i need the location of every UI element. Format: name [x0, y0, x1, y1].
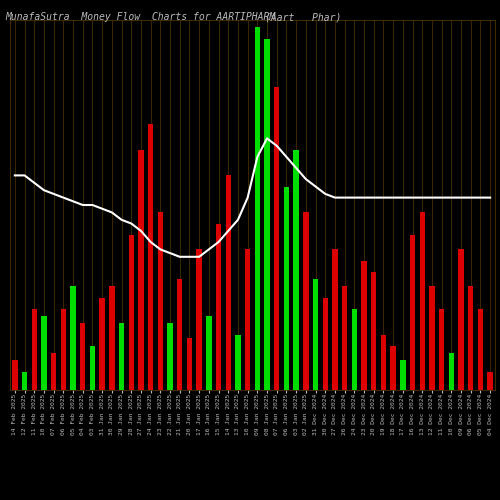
Bar	[448, 353, 454, 390]
Bar	[400, 360, 406, 390]
Bar	[332, 250, 338, 390]
Bar	[303, 212, 308, 390]
Text: MunafaSutra  Money Flow  Charts for AARTIPHARM: MunafaSutra Money Flow Charts for AARTIP…	[5, 12, 275, 22]
Bar	[177, 279, 182, 390]
Bar	[168, 324, 172, 390]
Bar	[342, 286, 347, 390]
Bar	[187, 338, 192, 390]
Bar	[216, 224, 221, 390]
Bar	[322, 298, 328, 390]
Bar	[70, 286, 76, 390]
Bar	[410, 234, 415, 390]
Bar	[128, 234, 134, 390]
Bar	[439, 308, 444, 390]
Text: (Aart   Phar): (Aart Phar)	[265, 12, 342, 22]
Bar	[371, 272, 376, 390]
Bar	[109, 286, 114, 390]
Bar	[158, 212, 163, 390]
Bar	[42, 316, 46, 390]
Bar	[245, 250, 250, 390]
Bar	[100, 298, 105, 390]
Bar	[119, 324, 124, 390]
Bar	[90, 346, 95, 390]
Bar	[206, 316, 212, 390]
Bar	[138, 150, 143, 390]
Bar	[254, 28, 260, 390]
Bar	[468, 286, 473, 390]
Bar	[12, 360, 18, 390]
Bar	[294, 150, 299, 390]
Bar	[284, 186, 289, 390]
Bar	[420, 212, 425, 390]
Bar	[488, 372, 493, 390]
Bar	[313, 279, 318, 390]
Bar	[148, 124, 154, 390]
Bar	[381, 334, 386, 390]
Bar	[80, 324, 86, 390]
Bar	[196, 250, 202, 390]
Bar	[32, 308, 37, 390]
Bar	[226, 176, 231, 390]
Bar	[362, 260, 366, 390]
Bar	[236, 334, 240, 390]
Bar	[22, 372, 27, 390]
Bar	[458, 250, 464, 390]
Bar	[352, 308, 357, 390]
Bar	[60, 308, 66, 390]
Bar	[51, 353, 57, 390]
Bar	[264, 38, 270, 390]
Bar	[390, 346, 396, 390]
Bar	[430, 286, 434, 390]
Bar	[274, 86, 280, 390]
Bar	[478, 308, 483, 390]
